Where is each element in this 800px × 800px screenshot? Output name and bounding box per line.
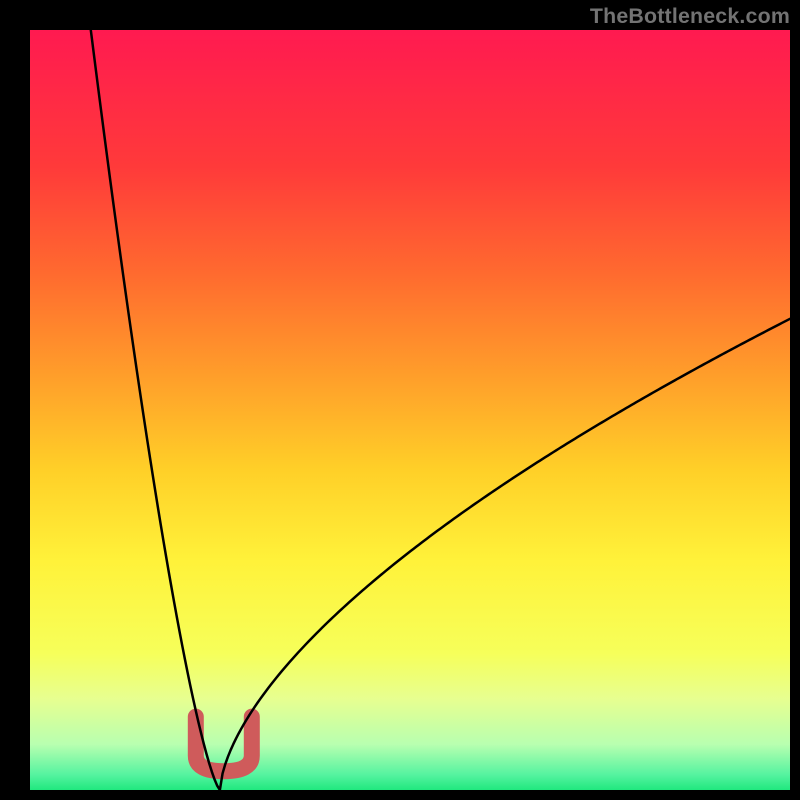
plot-background (30, 30, 790, 790)
chart-svg (0, 0, 800, 800)
chart-root: TheBottleneck.com (0, 0, 800, 800)
watermark-text: TheBottleneck.com (590, 4, 790, 29)
